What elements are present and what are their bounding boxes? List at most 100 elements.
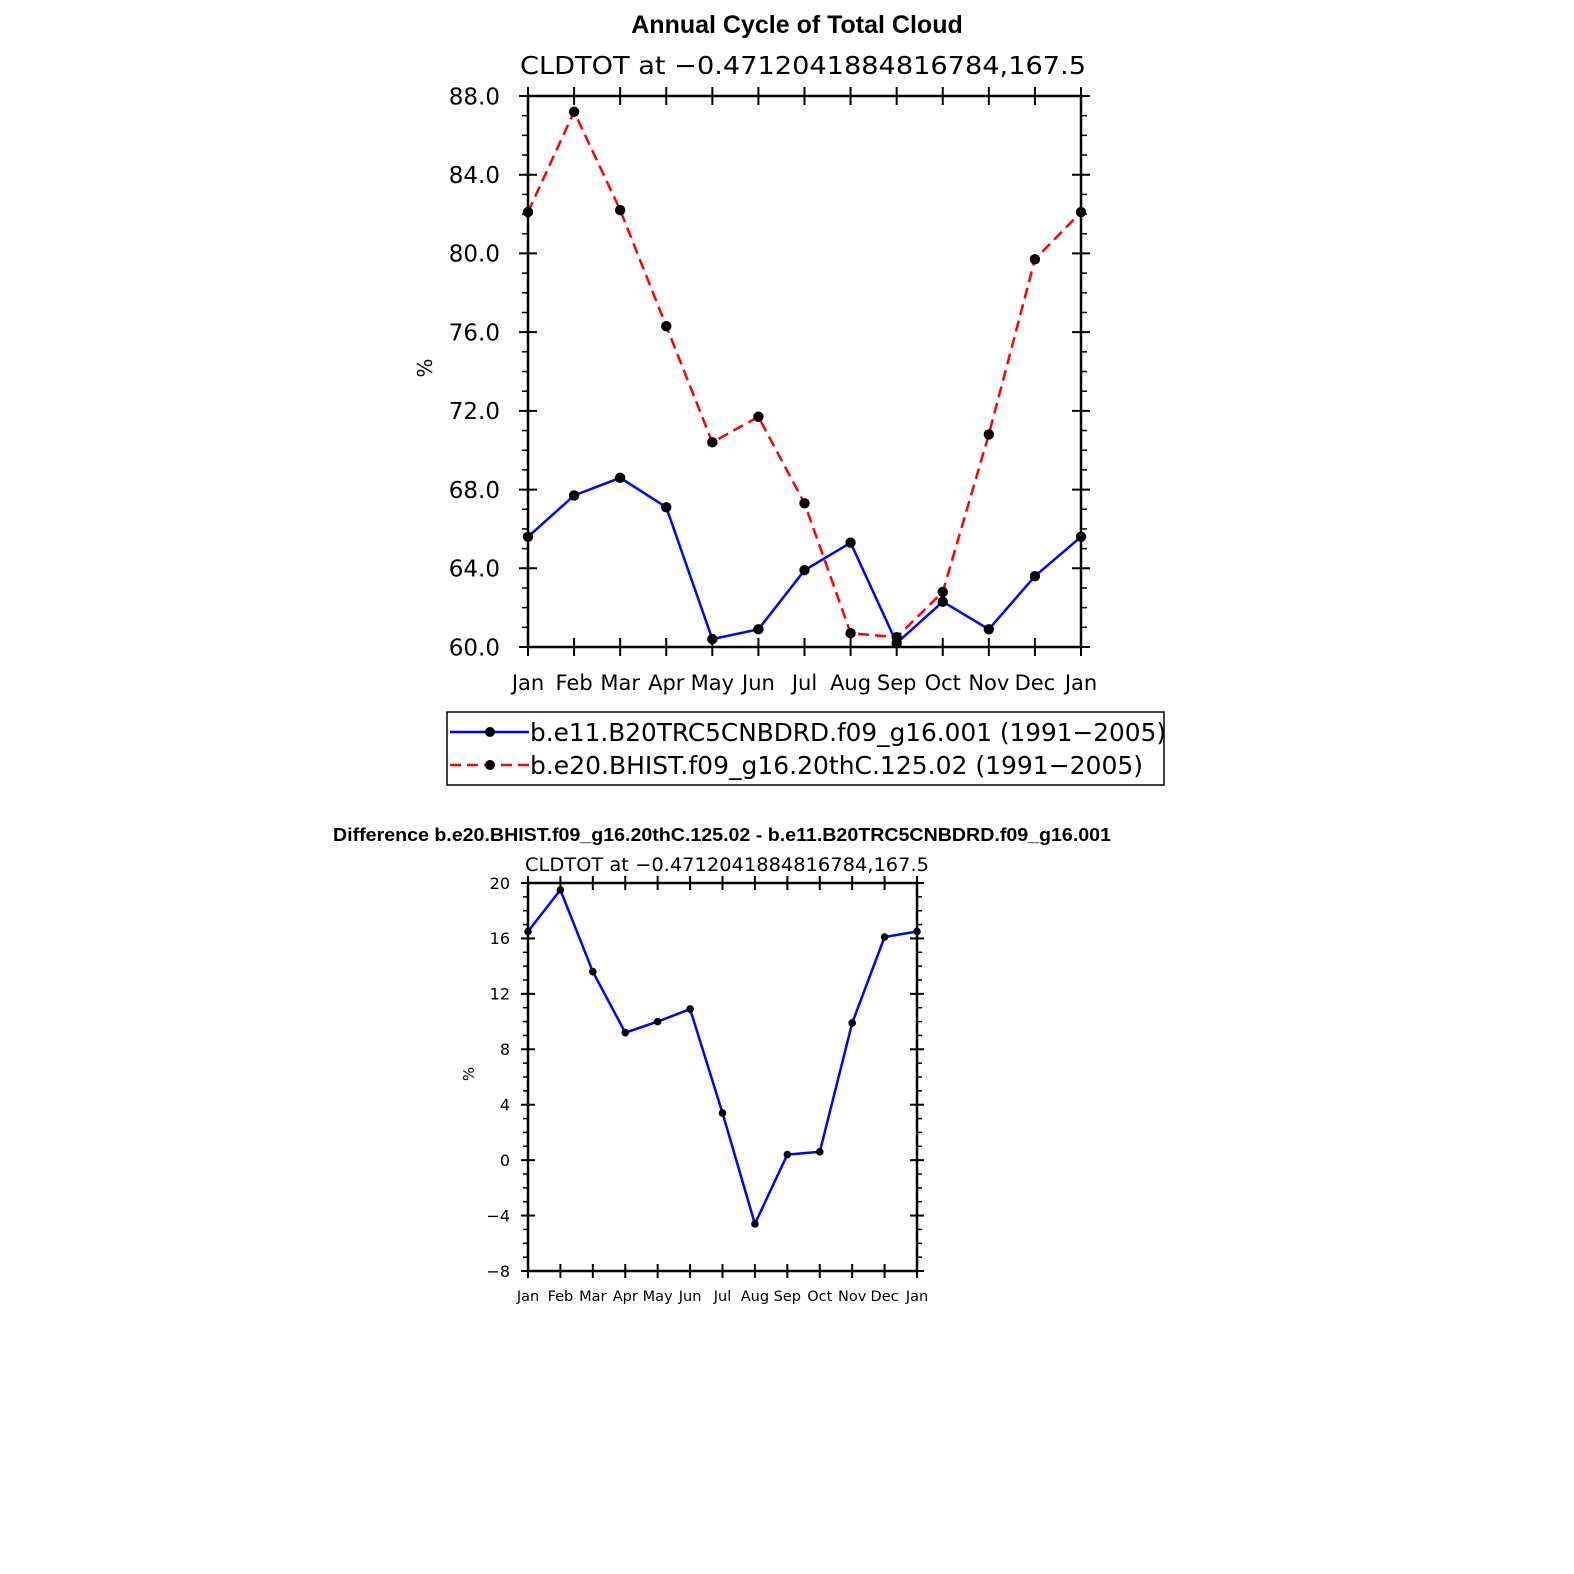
data-point bbox=[783, 1150, 792, 1159]
data-point bbox=[522, 531, 534, 542]
data-point bbox=[522, 206, 534, 218]
x-tick-label: Sep bbox=[774, 1289, 801, 1305]
data-point bbox=[815, 1148, 824, 1156]
data-point bbox=[937, 596, 948, 607]
x-tick-label: Jan bbox=[905, 1289, 928, 1305]
legend-label-series-1: b.e11.B20TRC5CNBDRD.f09_g16.001 (1991−20… bbox=[530, 718, 1166, 747]
y-tick-label: 0 bbox=[500, 1151, 510, 1170]
x-tick-label: Apr bbox=[613, 1289, 638, 1305]
y-tick-label: 16 bbox=[490, 929, 510, 948]
x-tick-label: Dec bbox=[1015, 671, 1056, 695]
difference-subtitle: CLDTOT at −0.4712041884816784,167.5 bbox=[525, 854, 929, 876]
x-tick-label: Sep bbox=[877, 671, 917, 695]
x-tick-labels: Jan Feb Mar Apr May Jun Jul Aug Sep Oct Nov Dec Jan bbox=[510, 671, 1097, 695]
data-point bbox=[614, 204, 626, 216]
legend-marker-series-1 bbox=[485, 727, 495, 737]
y-axis-label: % bbox=[413, 358, 437, 377]
data-point bbox=[845, 537, 856, 548]
x-tick-label: Jan bbox=[516, 1289, 539, 1305]
x-tick-label: Mar bbox=[600, 671, 640, 695]
series-layer bbox=[522, 106, 1087, 649]
data-point bbox=[614, 472, 626, 483]
plot-frame bbox=[526, 881, 919, 1273]
data-point bbox=[568, 106, 580, 117]
y-tick-label: 68.0 bbox=[449, 478, 500, 504]
y-tick-label: 12 bbox=[490, 985, 510, 1004]
y-tick-label: 8 bbox=[500, 1040, 510, 1059]
x-tick-label: Mar bbox=[579, 1289, 606, 1305]
data-point bbox=[1029, 570, 1041, 582]
series-line-2 bbox=[526, 110, 1082, 639]
difference-y-axis-label: % bbox=[460, 1067, 478, 1081]
x-tick-label: Nov bbox=[968, 671, 1009, 695]
x-tick-label: Jun bbox=[678, 1289, 702, 1305]
data-point bbox=[891, 631, 902, 643]
data-point bbox=[848, 1019, 856, 1027]
data-point bbox=[1029, 254, 1041, 265]
data-point bbox=[707, 437, 718, 448]
data-point bbox=[937, 586, 948, 598]
data-point bbox=[653, 1017, 662, 1026]
data-point bbox=[799, 565, 810, 576]
axes bbox=[519, 87, 1090, 656]
x-tick-label: Nov bbox=[838, 1289, 867, 1305]
data-point bbox=[983, 624, 995, 635]
data-point bbox=[913, 927, 921, 936]
data-point bbox=[880, 933, 889, 941]
x-tick-label: Jan bbox=[510, 671, 544, 695]
data-point bbox=[556, 886, 565, 894]
difference-x-tick-labels: Jan Feb Mar Apr May Jun Jul Aug Sep Oct Nov Dec Jan bbox=[516, 1289, 928, 1305]
data-point bbox=[1075, 531, 1087, 542]
y-tick-label: 72.0 bbox=[449, 399, 500, 425]
difference-title: Difference b.e20.BHIST.f09_g16.20thC.125… bbox=[333, 825, 1111, 845]
y-tick-label: −4 bbox=[486, 1206, 510, 1225]
data-point bbox=[753, 624, 764, 635]
data-point bbox=[568, 490, 580, 501]
y-tick-label: −8 bbox=[486, 1262, 510, 1281]
y-tick-label: 4 bbox=[500, 1095, 510, 1114]
difference-series-layer bbox=[524, 886, 921, 1228]
x-tick-label: Jul bbox=[713, 1289, 732, 1305]
legend-marker-series-2 bbox=[485, 760, 495, 770]
data-point bbox=[524, 927, 532, 936]
x-tick-label: May bbox=[643, 1289, 673, 1305]
x-tick-label: Apr bbox=[648, 671, 685, 695]
data-point bbox=[983, 429, 995, 440]
x-tick-label: Aug bbox=[741, 1289, 769, 1305]
data-point bbox=[718, 1109, 727, 1117]
y-tick-labels: 60.0 64.0 68.0 72.0 76.0 80.0 84.0 88.0 bbox=[449, 84, 500, 661]
data-point bbox=[751, 1220, 759, 1228]
data-point bbox=[753, 411, 764, 422]
y-tick-label: 84.0 bbox=[449, 163, 500, 189]
legend-label-series-2: b.e20.BHIST.f09_g16.20thC.125.02 (1991−2… bbox=[530, 751, 1143, 780]
x-tick-label: Jul bbox=[790, 671, 817, 695]
x-tick-label: Jun bbox=[740, 671, 775, 695]
chart-subtitle: CLDTOT at −0.4712041884816784,167.5 bbox=[520, 51, 1086, 80]
data-point bbox=[661, 502, 672, 513]
y-tick-label: 88.0 bbox=[449, 84, 500, 110]
x-tick-label: Jan bbox=[1063, 671, 1097, 695]
data-point bbox=[589, 967, 597, 976]
series-line-1 bbox=[527, 888, 918, 1226]
x-tick-label: Aug bbox=[830, 671, 871, 695]
y-tick-label: 64.0 bbox=[449, 557, 500, 583]
data-point bbox=[845, 628, 856, 639]
annual-cycle-chart: Annual Cycle of Total Cloud CLDTOT at −0… bbox=[413, 11, 1166, 786]
x-tick-label: Feb bbox=[555, 671, 592, 695]
x-tick-label: Oct bbox=[807, 1289, 832, 1305]
data-point bbox=[686, 1005, 694, 1013]
data-point bbox=[1075, 206, 1087, 218]
legend: b.e11.B20TRC5CNBDRD.f09_g16.001 (1991−20… bbox=[446, 711, 1166, 786]
x-tick-label: Feb bbox=[548, 1289, 574, 1305]
difference-chart: Difference b.e20.BHIST.f09_g16.20thC.125… bbox=[333, 825, 1111, 1305]
legend-box bbox=[446, 711, 1165, 786]
data-point bbox=[621, 1028, 630, 1037]
data-point bbox=[707, 633, 718, 645]
y-tick-label: 80.0 bbox=[449, 242, 500, 268]
x-tick-label: May bbox=[691, 671, 734, 695]
chart-title: Annual Cycle of Total Cloud bbox=[631, 11, 962, 39]
data-point bbox=[661, 321, 672, 332]
difference-axes bbox=[521, 876, 924, 1278]
plot-frame bbox=[526, 94, 1083, 649]
